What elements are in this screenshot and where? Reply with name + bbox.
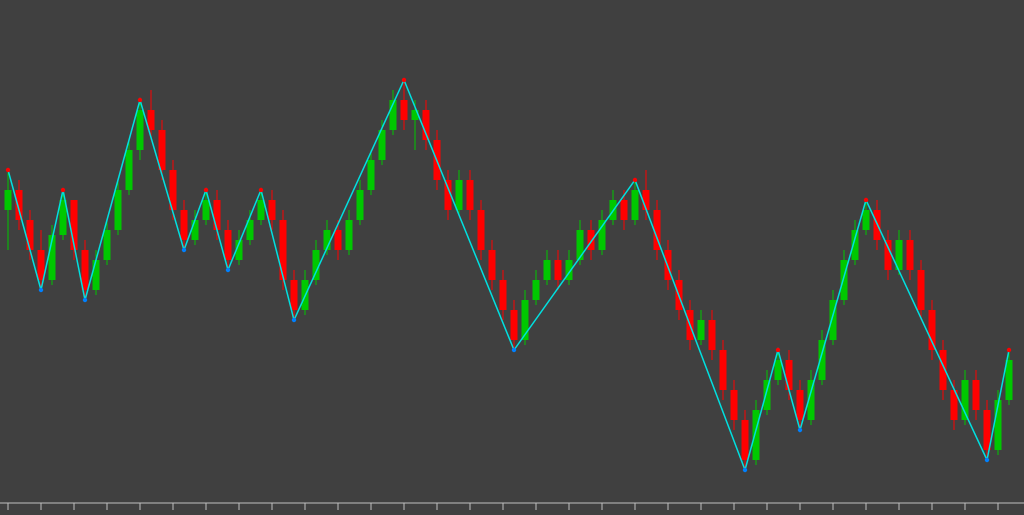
candle-body — [269, 200, 276, 220]
pivot-low-marker — [743, 468, 747, 472]
candle-body — [863, 210, 870, 230]
chart-background — [0, 0, 1024, 515]
pivot-low-marker — [39, 288, 43, 292]
candle-body — [357, 190, 364, 220]
pivot-high-marker — [138, 98, 142, 102]
candle-body — [973, 380, 980, 410]
candle-body — [577, 230, 584, 260]
candle-body — [335, 230, 342, 250]
candle-body — [720, 350, 727, 390]
candle-body — [698, 320, 705, 340]
candle-body — [27, 220, 34, 250]
pivot-low-marker — [292, 318, 296, 322]
candle-body — [775, 360, 782, 380]
candle-body — [764, 380, 771, 410]
candle-body — [5, 190, 12, 210]
pivot-low-marker — [226, 268, 230, 272]
pivot-low-marker — [182, 248, 186, 252]
candle-body — [533, 280, 540, 300]
candle-body — [753, 410, 760, 460]
candle-body — [346, 220, 353, 250]
candle-body — [104, 230, 111, 260]
candle-body — [797, 390, 804, 420]
candle-body — [929, 310, 936, 350]
pivot-high-marker — [1007, 348, 1011, 352]
candle-body — [555, 260, 562, 280]
candle-body — [181, 210, 188, 240]
pivot-low-marker — [512, 348, 516, 352]
candle-body — [786, 360, 793, 390]
candle-body — [115, 190, 122, 230]
candle-body — [489, 250, 496, 280]
candle-body — [258, 200, 265, 220]
candle-body — [907, 240, 914, 270]
candle-body — [16, 190, 23, 220]
pivot-low-marker — [83, 298, 87, 302]
candle-body — [280, 220, 287, 280]
candlestick-chart[interactable] — [0, 0, 1024, 515]
candle-body — [192, 220, 199, 240]
candle-body — [456, 180, 463, 210]
candle-body — [291, 280, 298, 310]
candle-body — [588, 230, 595, 250]
candle-body — [401, 100, 408, 120]
pivot-high-marker — [776, 348, 780, 352]
candle-body — [214, 200, 221, 230]
pivot-low-marker — [798, 428, 802, 432]
candle-body — [126, 150, 133, 190]
candle-body — [500, 280, 507, 310]
candle-body — [632, 190, 639, 220]
candle-body — [225, 230, 232, 260]
candle-body — [478, 210, 485, 250]
candle-body — [203, 200, 210, 220]
candle-body — [467, 180, 474, 210]
candle-body — [918, 270, 925, 310]
candle-body — [709, 320, 716, 350]
candle-body — [599, 220, 606, 250]
pivot-high-marker — [6, 168, 10, 172]
pivot-high-marker — [204, 188, 208, 192]
pivot-high-marker — [864, 198, 868, 202]
pivot-low-marker — [985, 458, 989, 462]
pivot-high-marker — [61, 188, 65, 192]
candle-body — [544, 260, 551, 280]
candle-body — [368, 160, 375, 190]
pivot-high-marker — [633, 178, 637, 182]
candle-body — [621, 200, 628, 220]
pivot-high-marker — [402, 78, 406, 82]
candle-body — [885, 240, 892, 270]
candle-body — [742, 420, 749, 460]
candle-body — [137, 110, 144, 150]
pivot-high-marker — [259, 188, 263, 192]
candle-body — [731, 390, 738, 420]
candle-body — [93, 260, 100, 290]
candle-body — [511, 310, 518, 340]
